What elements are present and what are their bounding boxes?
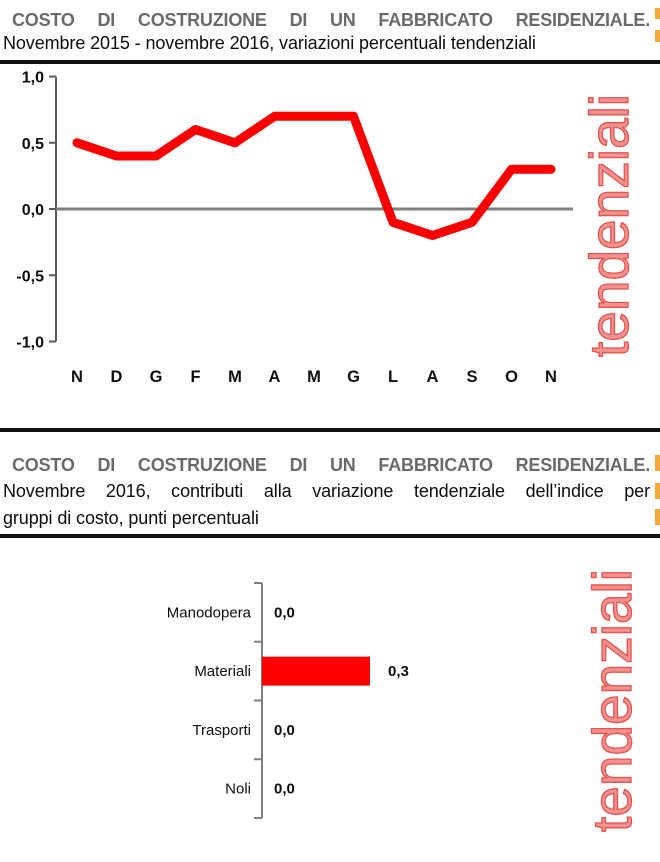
clipped-right-edge-fragment [655,8,660,19]
tendenziali-data-line [72,111,556,240]
x-month-label: M [307,368,321,386]
divider-top [0,60,660,64]
section2-subtitle-line1: Novembre 2016, contributi alla variazion… [3,481,650,501]
section2-title: COSTO DI COSTRUZIONE DI UN FABBRICATO RE… [12,455,650,475]
category-label: Manodopera [167,604,252,621]
clipped-right-edge-fragment [655,509,660,525]
x-month-label: M [228,368,242,386]
divider-bottom [0,534,660,538]
clipped-right-edge-fragment [655,455,660,471]
x-month-label: S [466,368,477,386]
watermark-tendenziali-2: tendenziali [580,569,643,833]
category-label: Materiali [194,663,251,680]
y-tick-label: -1,0 [16,335,44,352]
x-month-label: G [150,368,163,386]
line-chart-tendenziali: 1,0 0,5 0,0 -0,5 -1,0 N D G F M A M G L A S O N [16,70,573,386]
y-tick-label: -0,5 [16,268,44,285]
value-label: 0,0 [274,781,295,798]
category-label: Trasporti [192,722,251,739]
section1-title: COSTO DI COSTRUZIONE DI UN FABBRICATO RE… [12,10,650,30]
y-tick-label: 0,0 [22,202,44,219]
value-label: 0,0 [274,604,295,621]
x-month-label: O [505,368,518,386]
section2-subtitle-line2: gruppi di costo, punti percentuali [3,508,259,528]
x-month-label: N [545,368,557,386]
x-month-label: F [190,368,200,386]
x-month-label: G [347,368,360,386]
x-month-label: A [269,368,281,386]
divider-middle [0,428,660,432]
watermark-tendenziali-1: tendenziali [577,94,640,358]
contribution-bar [262,656,370,686]
x-month-label: D [111,368,123,386]
x-month-label: N [71,368,83,386]
value-label: 0,0 [274,722,295,739]
x-month-label: A [427,368,439,386]
clipped-right-edge-fragment [655,30,660,42]
section1-subtitle: Novembre 2015 - novembre 2016, variazion… [3,33,536,53]
x-month-label: L [388,368,398,386]
value-label: 0,3 [388,663,409,680]
category-label: Noli [225,781,251,798]
clipped-right-edge-fragment [655,483,660,499]
y-tick-label: 1,0 [22,70,44,87]
y-tick-label: 0,5 [22,136,44,153]
bar-chart-contributi: Manodopera 0,0 Materiali 0,3 Trasporti 0,0 Nol… [167,582,409,819]
